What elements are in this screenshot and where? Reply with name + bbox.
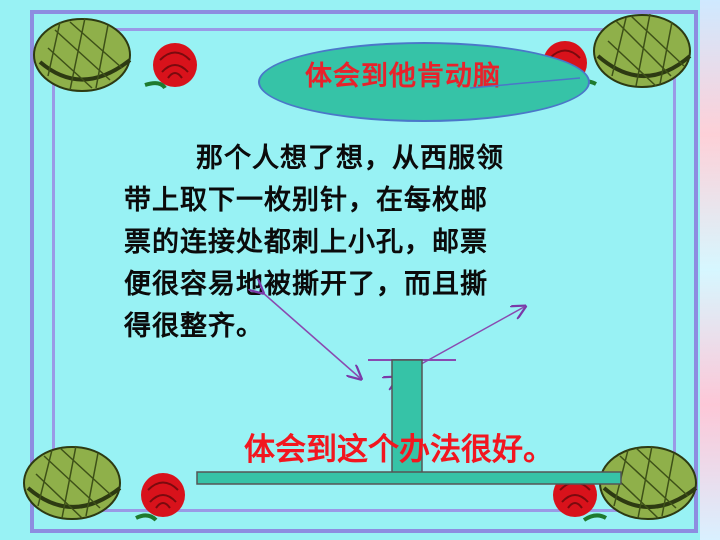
title-text: 体会到他肯动脑 <box>305 61 501 92</box>
body-line: 得很整齐。 <box>124 311 264 342</box>
title-underline <box>469 77 581 89</box>
rose-icon <box>144 43 197 90</box>
right-edge-stripe <box>700 0 720 540</box>
helmet-icon <box>599 445 698 520</box>
t-base <box>196 471 622 485</box>
left-arrow <box>262 292 360 378</box>
rose-icon <box>135 473 185 522</box>
body-line: 带上取下一枚别针，在每枚邮 <box>124 185 488 216</box>
t-stem <box>391 359 423 475</box>
body-line-text: 那个人想了想，从西服领 <box>196 143 504 174</box>
outer-frame <box>30 10 698 533</box>
body-line: 那个人想了想，从西服领 <box>124 138 600 180</box>
body-line: 票的连接处都刺上小孔，邮票 <box>124 227 488 258</box>
inner-frame <box>52 28 676 512</box>
helmet-icon <box>23 445 122 520</box>
body-paragraph: 那个人想了想，从西服领 带上取下一枚别针，在每枚邮 票的连接处都刺上小孔，邮票 … <box>124 138 600 348</box>
conclusion-text: 体会到这个办法很好。 <box>244 432 554 468</box>
helmet-icon <box>593 13 692 88</box>
helmet-icon <box>33 17 132 92</box>
